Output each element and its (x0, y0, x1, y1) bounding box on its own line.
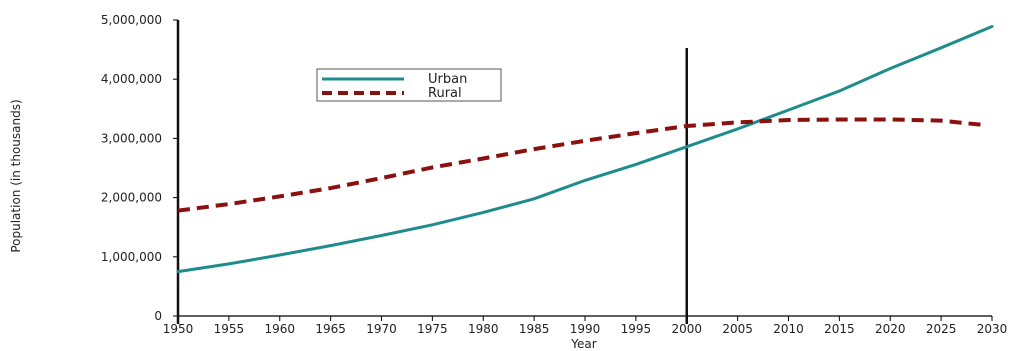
x-tick-label: 1970 (366, 322, 397, 336)
legend-rural-label: Rural (428, 86, 462, 101)
legend: Urban Rural (316, 68, 502, 102)
y-axis-title: Population (in thousands) (9, 99, 23, 252)
x-tick-label: 1960 (264, 322, 295, 336)
legend-urban-label: Urban (428, 72, 467, 87)
x-tick-label: 2010 (773, 322, 804, 336)
x-tick-label: 1975 (417, 322, 448, 336)
legend-box (316, 68, 502, 102)
y-tick-label: 4,000,000 (101, 72, 162, 86)
vertical-markers (176, 20, 688, 324)
x-tick-label: 1995 (621, 322, 652, 336)
x-tick-label: 1965 (315, 322, 346, 336)
y-tick-label: 3,000,000 (101, 131, 162, 145)
y-tick-label: 5,000,000 (101, 13, 162, 27)
series-rural-line (177, 117, 983, 213)
x-tick-label: 1955 (214, 322, 245, 336)
x-axis: 1950 1955 1960 1965 1970 1975 1980 1985 1990 1995… (163, 315, 1008, 336)
y-tick-label: 0 (154, 309, 162, 323)
x-tick-label: 2005 (722, 322, 753, 336)
x-tick-label: 1990 (570, 322, 601, 336)
y-tick-label: 2,000,000 (101, 191, 162, 205)
y-axis: 0 1,000,000 2,000,000 3,000,000 4,000,000 5,0… (101, 13, 179, 323)
x-tick-label: 2025 (926, 322, 957, 336)
x-tick-label: 1950 (163, 322, 194, 336)
x-tick-label: 2000 (671, 322, 702, 336)
series-layer (176, 25, 994, 274)
series-urban-line (176, 25, 994, 274)
y-tick-label: 1,000,000 (101, 250, 162, 264)
x-tick-label: 1985 (519, 322, 550, 336)
x-axis-title: Year (570, 337, 596, 351)
x-tick-label: 1980 (468, 322, 499, 336)
x-tick-label: 2020 (875, 322, 906, 336)
x-tick-label: 2030 (977, 322, 1008, 336)
x-tick-label: 2015 (824, 322, 855, 336)
